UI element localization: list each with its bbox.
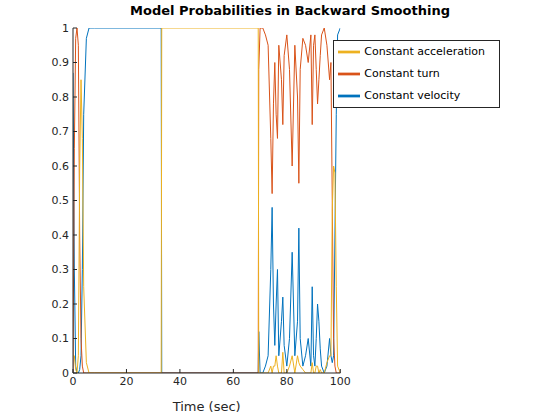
svg-text:0: 0 bbox=[62, 367, 69, 380]
svg-text:80: 80 bbox=[280, 375, 294, 388]
html-text:Model Probabilities in Backwar: Model Probabilities in Backward Smoothin… bbox=[130, 3, 450, 18]
svg-text:0.8: 0.8 bbox=[52, 91, 70, 104]
svg-text:0.5: 0.5 bbox=[52, 194, 70, 207]
svg-text:100: 100 bbox=[330, 375, 351, 388]
svg-text:0.7: 0.7 bbox=[52, 125, 70, 138]
svg-text:0.6: 0.6 bbox=[52, 160, 70, 173]
html-text:Constant acceleration: Constant acceleration bbox=[364, 45, 485, 58]
html-text:Constant velocity: Constant velocity bbox=[364, 89, 461, 102]
svg-text:0.4: 0.4 bbox=[52, 229, 70, 242]
svg-text:60: 60 bbox=[226, 375, 240, 388]
svg-text:0.1: 0.1 bbox=[52, 332, 70, 345]
svg-text:Time (sec): Time (sec) bbox=[172, 399, 241, 414]
svg-text:0: 0 bbox=[70, 375, 77, 388]
svg-text:0.9: 0.9 bbox=[52, 56, 70, 69]
svg-text:40: 40 bbox=[173, 375, 187, 388]
html-text:Constant turn: Constant turn bbox=[364, 67, 440, 80]
svg-text:20: 20 bbox=[119, 375, 133, 388]
svg-text:1: 1 bbox=[62, 22, 69, 35]
svg-text:0.2: 0.2 bbox=[52, 298, 70, 311]
svg-text:0.3: 0.3 bbox=[52, 263, 70, 276]
